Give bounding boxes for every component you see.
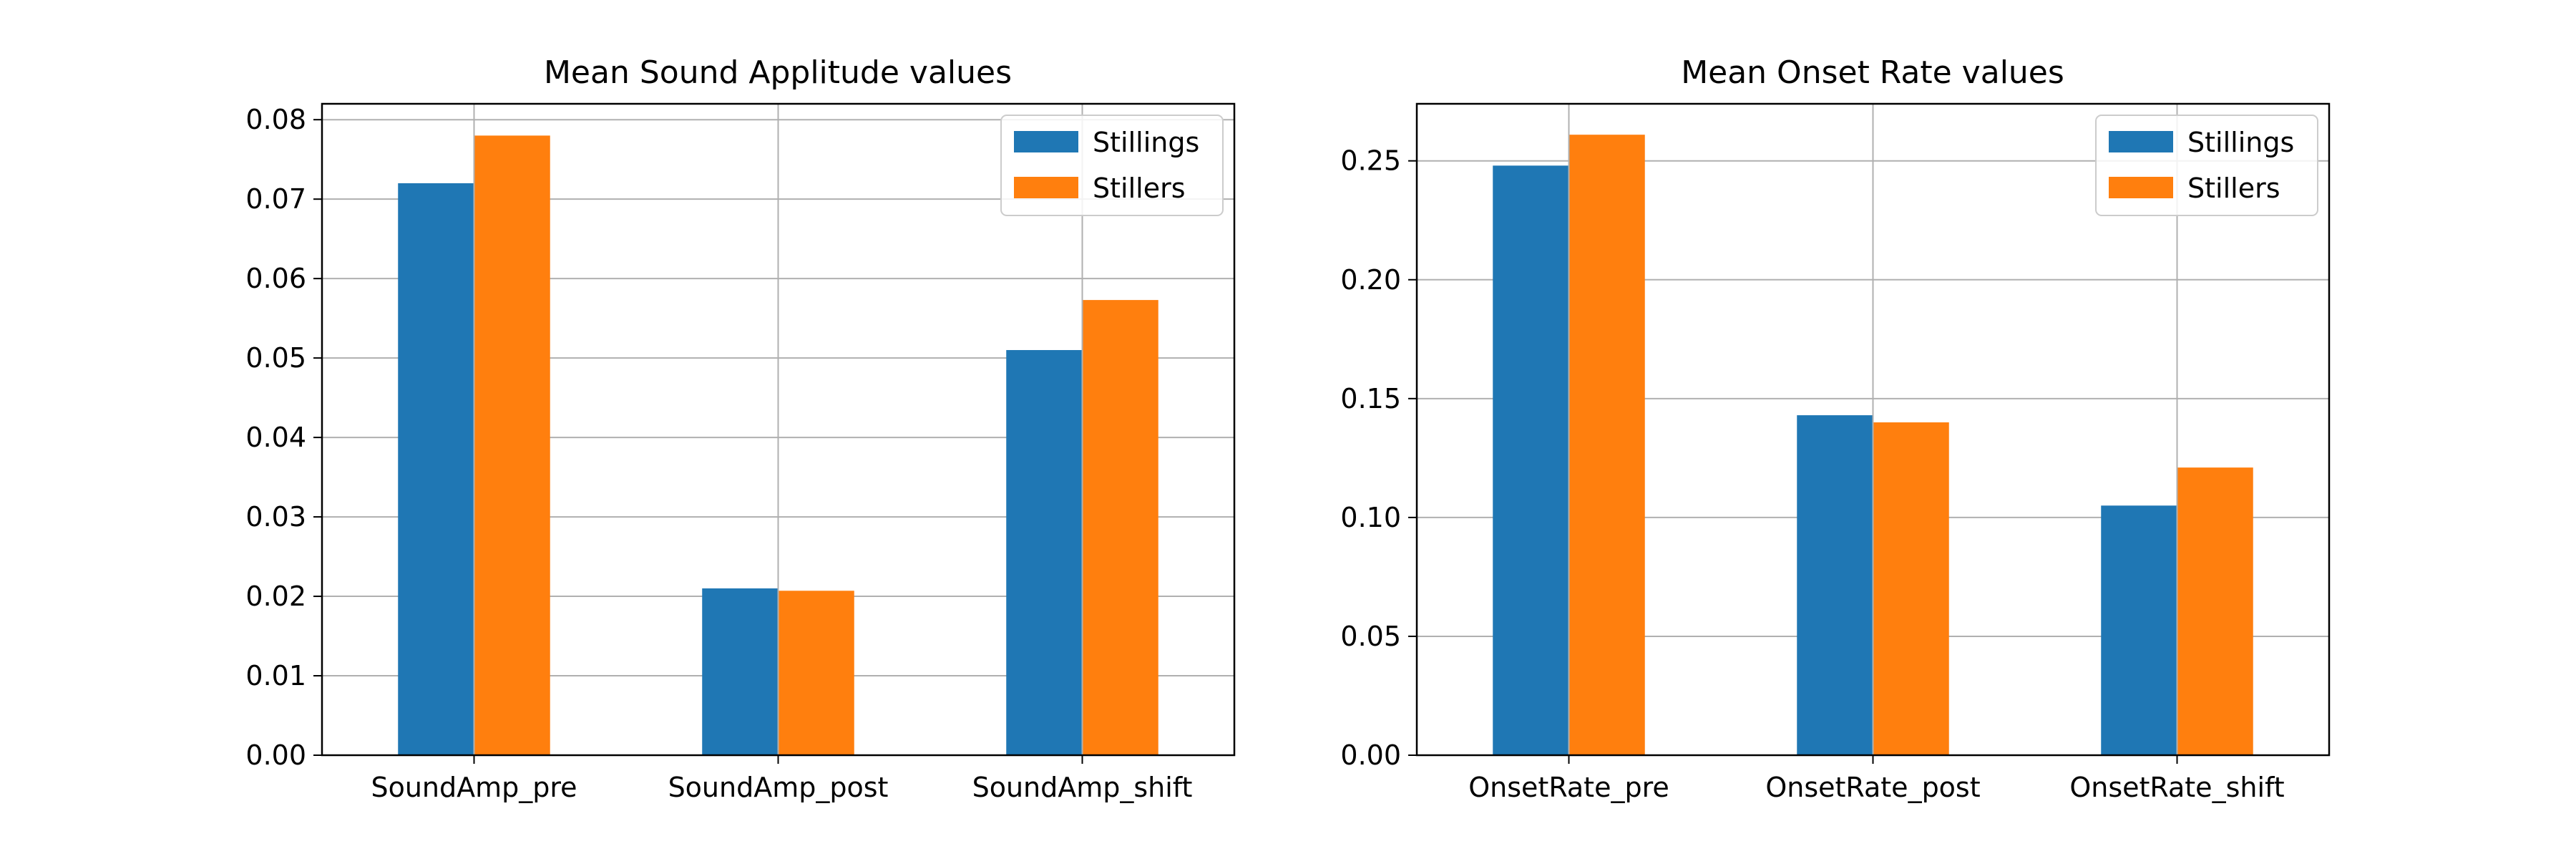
- y-tick-label: 0.03: [245, 501, 306, 533]
- axes-frame: [321, 102, 1236, 757]
- y-tick-label: 0.04: [245, 422, 306, 453]
- x-tick-label: OnsetRate_shift: [2069, 772, 2284, 803]
- x-tick-label: SoundAmp_pre: [371, 772, 577, 803]
- chart-title: Mean Onset Rate values: [1681, 54, 2064, 91]
- bar: [702, 588, 779, 755]
- legend-swatch: [1014, 177, 1078, 198]
- onset-rate-chart: Mean Onset Rate values 0.00 0.05 0.10 0.15 0…: [1340, 54, 2331, 803]
- bar: [1873, 422, 1949, 755]
- legend-label: Stillers: [1093, 173, 1186, 204]
- bar: [2177, 467, 2253, 755]
- legend-swatch: [2109, 131, 2173, 152]
- y-tick-label: 0.05: [245, 342, 306, 374]
- bar: [2101, 505, 2177, 755]
- sound-amplitude-chart: Mean Sound Applitude values 0.00 0.01 0.02…: [245, 54, 1236, 803]
- x-tick-label: SoundAmp_post: [668, 772, 889, 803]
- chart-title: Mean Sound Applitude values: [544, 54, 1012, 91]
- y-tick-label: 0.10: [1340, 502, 1401, 533]
- legend-swatch: [1014, 131, 1078, 152]
- bar: [398, 183, 474, 756]
- y-tick-label: 0.15: [1340, 383, 1401, 414]
- y-tick-label: 0.25: [1340, 145, 1401, 177]
- bar: [778, 591, 854, 755]
- legend-label: Stillings: [1093, 127, 1199, 158]
- axes-frame: [1415, 102, 2331, 757]
- y-tick-label: 0.00: [1340, 739, 1401, 771]
- x-tick-label: OnsetRate_post: [1765, 772, 1980, 803]
- legend-label: Stillings: [2187, 127, 2294, 158]
- y-tick-label: 0.08: [245, 104, 306, 135]
- bar: [1006, 350, 1083, 755]
- y-tick-label: 0.20: [1340, 264, 1401, 296]
- y-tick-label: 0.02: [245, 581, 306, 612]
- y-tick-label: 0.06: [245, 263, 306, 294]
- bar: [1493, 165, 1569, 756]
- legend-swatch: [2109, 177, 2173, 198]
- y-tick-label: 0.01: [245, 660, 306, 691]
- x-tick-label: SoundAmp_shift: [972, 772, 1193, 803]
- legend-label: Stillers: [2187, 173, 2280, 204]
- y-tick-label: 0.05: [1340, 621, 1401, 652]
- y-tick-label: 0.00: [245, 739, 306, 771]
- bar: [474, 135, 550, 755]
- x-tick-label: OnsetRate_pre: [1468, 772, 1669, 803]
- bar: [1082, 300, 1158, 755]
- bar: [1797, 415, 1873, 755]
- y-tick-label: 0.07: [245, 183, 306, 215]
- bar: [1568, 135, 1645, 756]
